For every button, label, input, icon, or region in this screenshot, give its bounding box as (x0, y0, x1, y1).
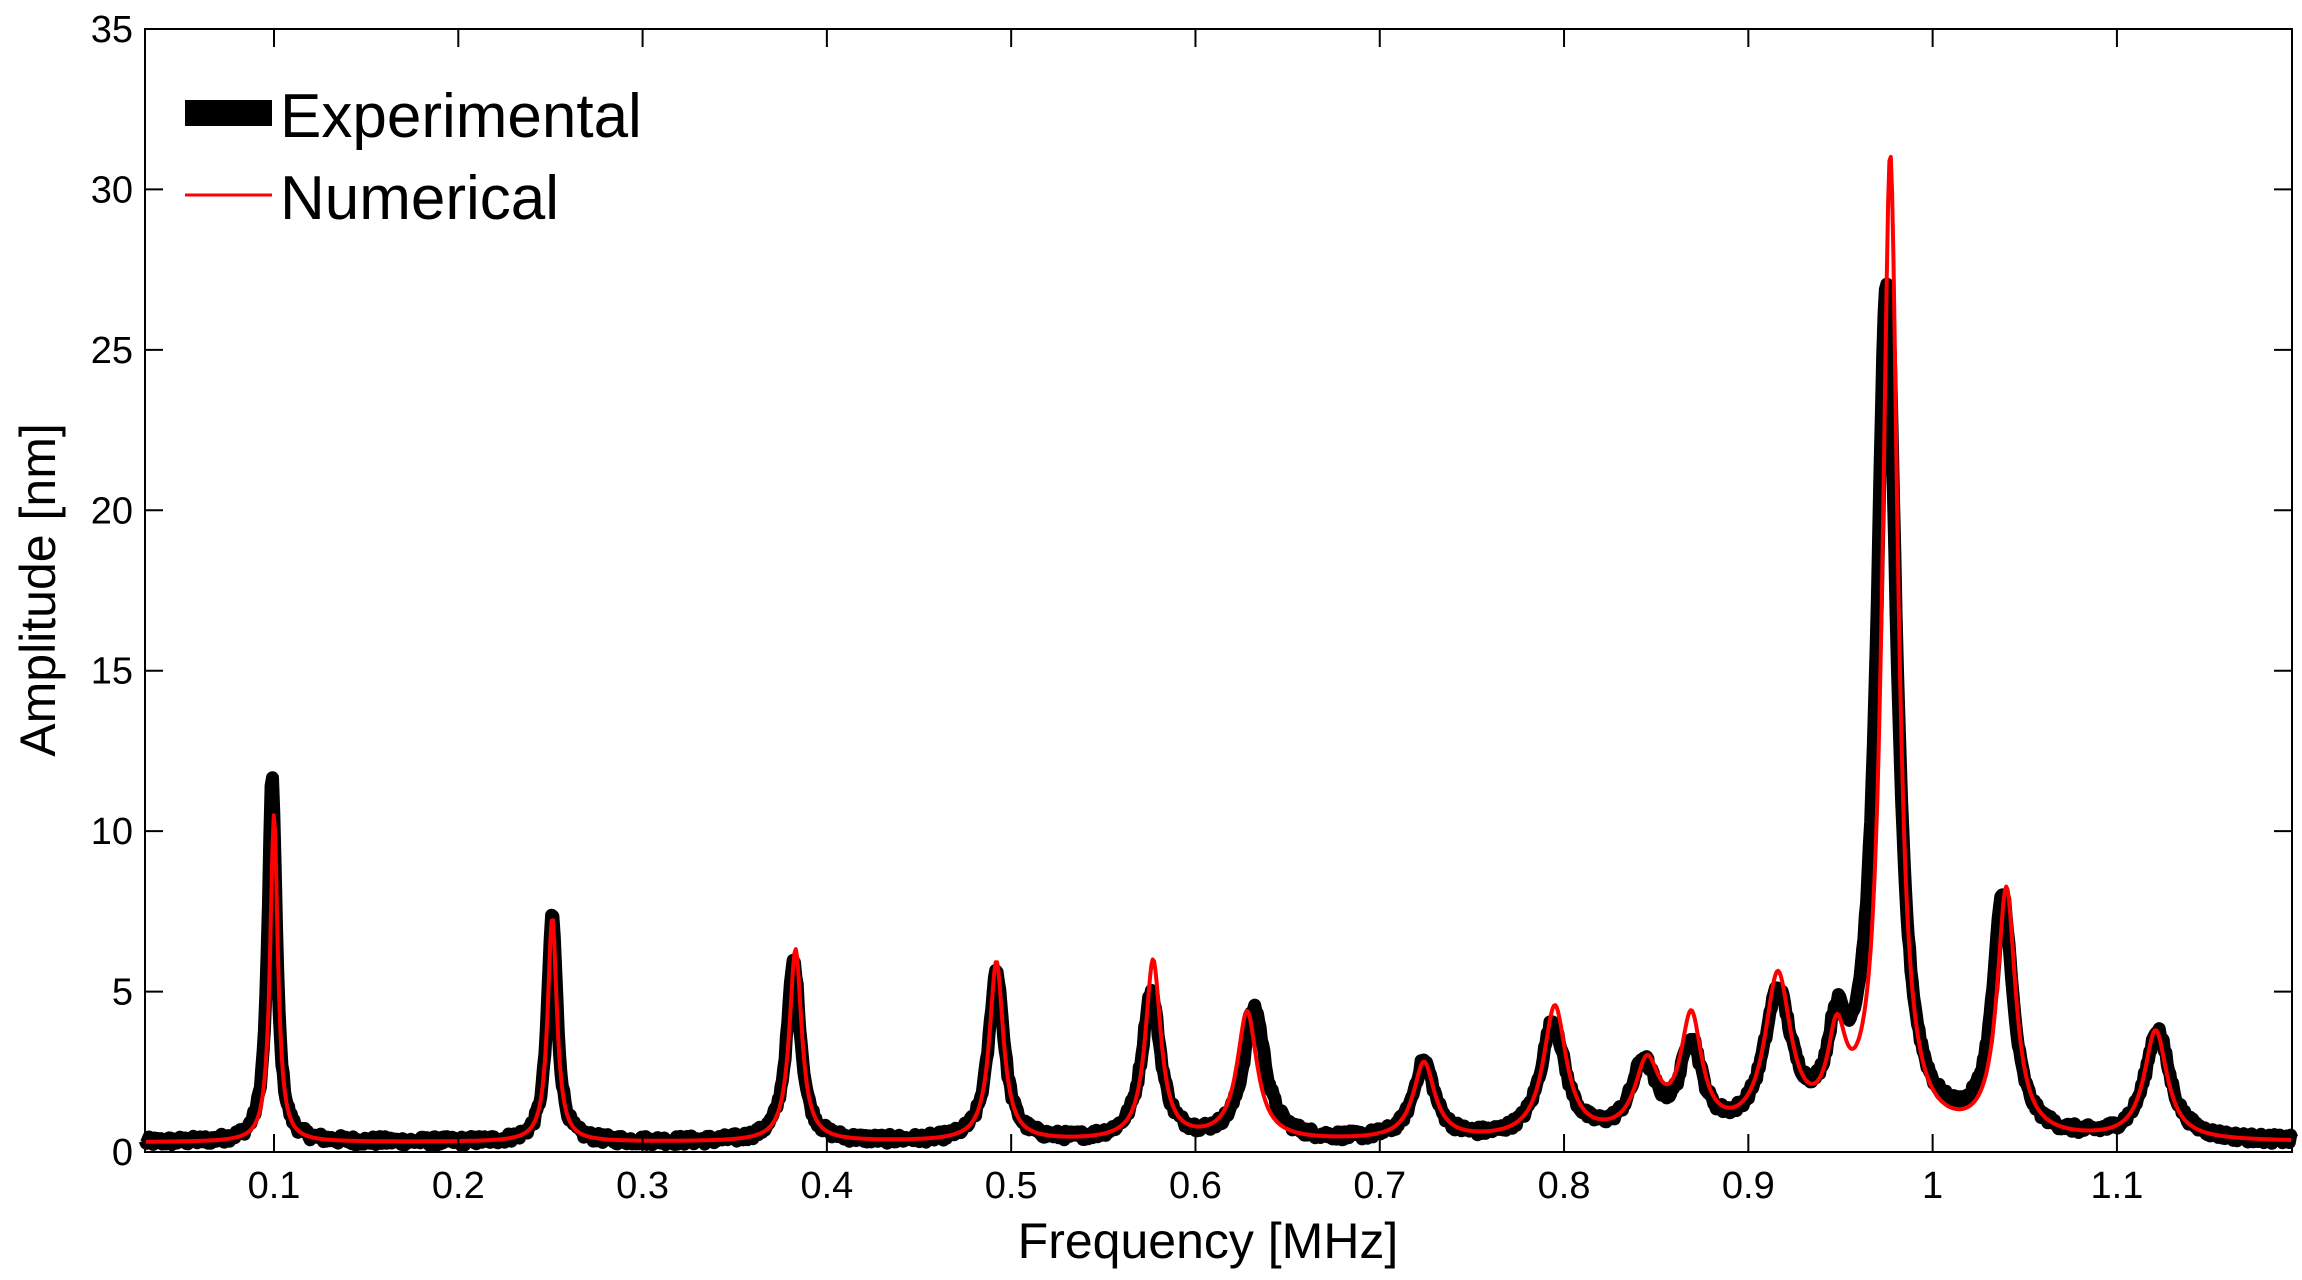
y-tick-label: 15 (91, 651, 133, 693)
x-tick-label: 0.3 (616, 1165, 669, 1207)
y-tick-label: 20 (91, 490, 133, 532)
x-tick-label: 1.1 (2091, 1165, 2144, 1207)
y-axis: 0 5 10 15 20 25 30 35 (91, 9, 2292, 1174)
x-tick-label: 0.9 (1722, 1165, 1775, 1207)
y-tick-label: 10 (91, 811, 133, 853)
legend-label-numerical: Numerical (280, 164, 559, 233)
x-axis: 0.1 0.2 0.3 0.4 0.5 0.6 0.7 0.8 0.9 1 1.1 (248, 29, 2144, 1207)
x-tick-label: 0.4 (800, 1165, 853, 1207)
x-tick-label: 1 (1922, 1165, 1943, 1207)
y-tick-label: 30 (91, 169, 133, 211)
x-axis-label: Frequency [MHz] (1018, 1213, 1399, 1269)
y-tick-label: 35 (91, 9, 133, 51)
series-line-numerical (144, 154, 2293, 1144)
x-tick-label: 0.7 (1353, 1165, 1406, 1207)
x-tick-label: 0.1 (248, 1165, 301, 1207)
y-tick-label: 5 (112, 972, 133, 1014)
y-axis-label: Amplitude [nm] (10, 423, 66, 756)
x-tick-label: 0.8 (1538, 1165, 1591, 1207)
legend: Experimental Numerical (185, 82, 642, 233)
y-tick-label: 25 (91, 330, 133, 372)
legend-label-experimental: Experimental (280, 82, 642, 151)
x-tick-label: 0.6 (1169, 1165, 1222, 1207)
x-tick-label: 0.5 (985, 1165, 1038, 1207)
plot-frame (144, 28, 2293, 1153)
y-tick-label: 0 (112, 1132, 133, 1174)
x-tick-label: 0.2 (432, 1165, 485, 1207)
series-layer (138, 154, 2299, 1152)
